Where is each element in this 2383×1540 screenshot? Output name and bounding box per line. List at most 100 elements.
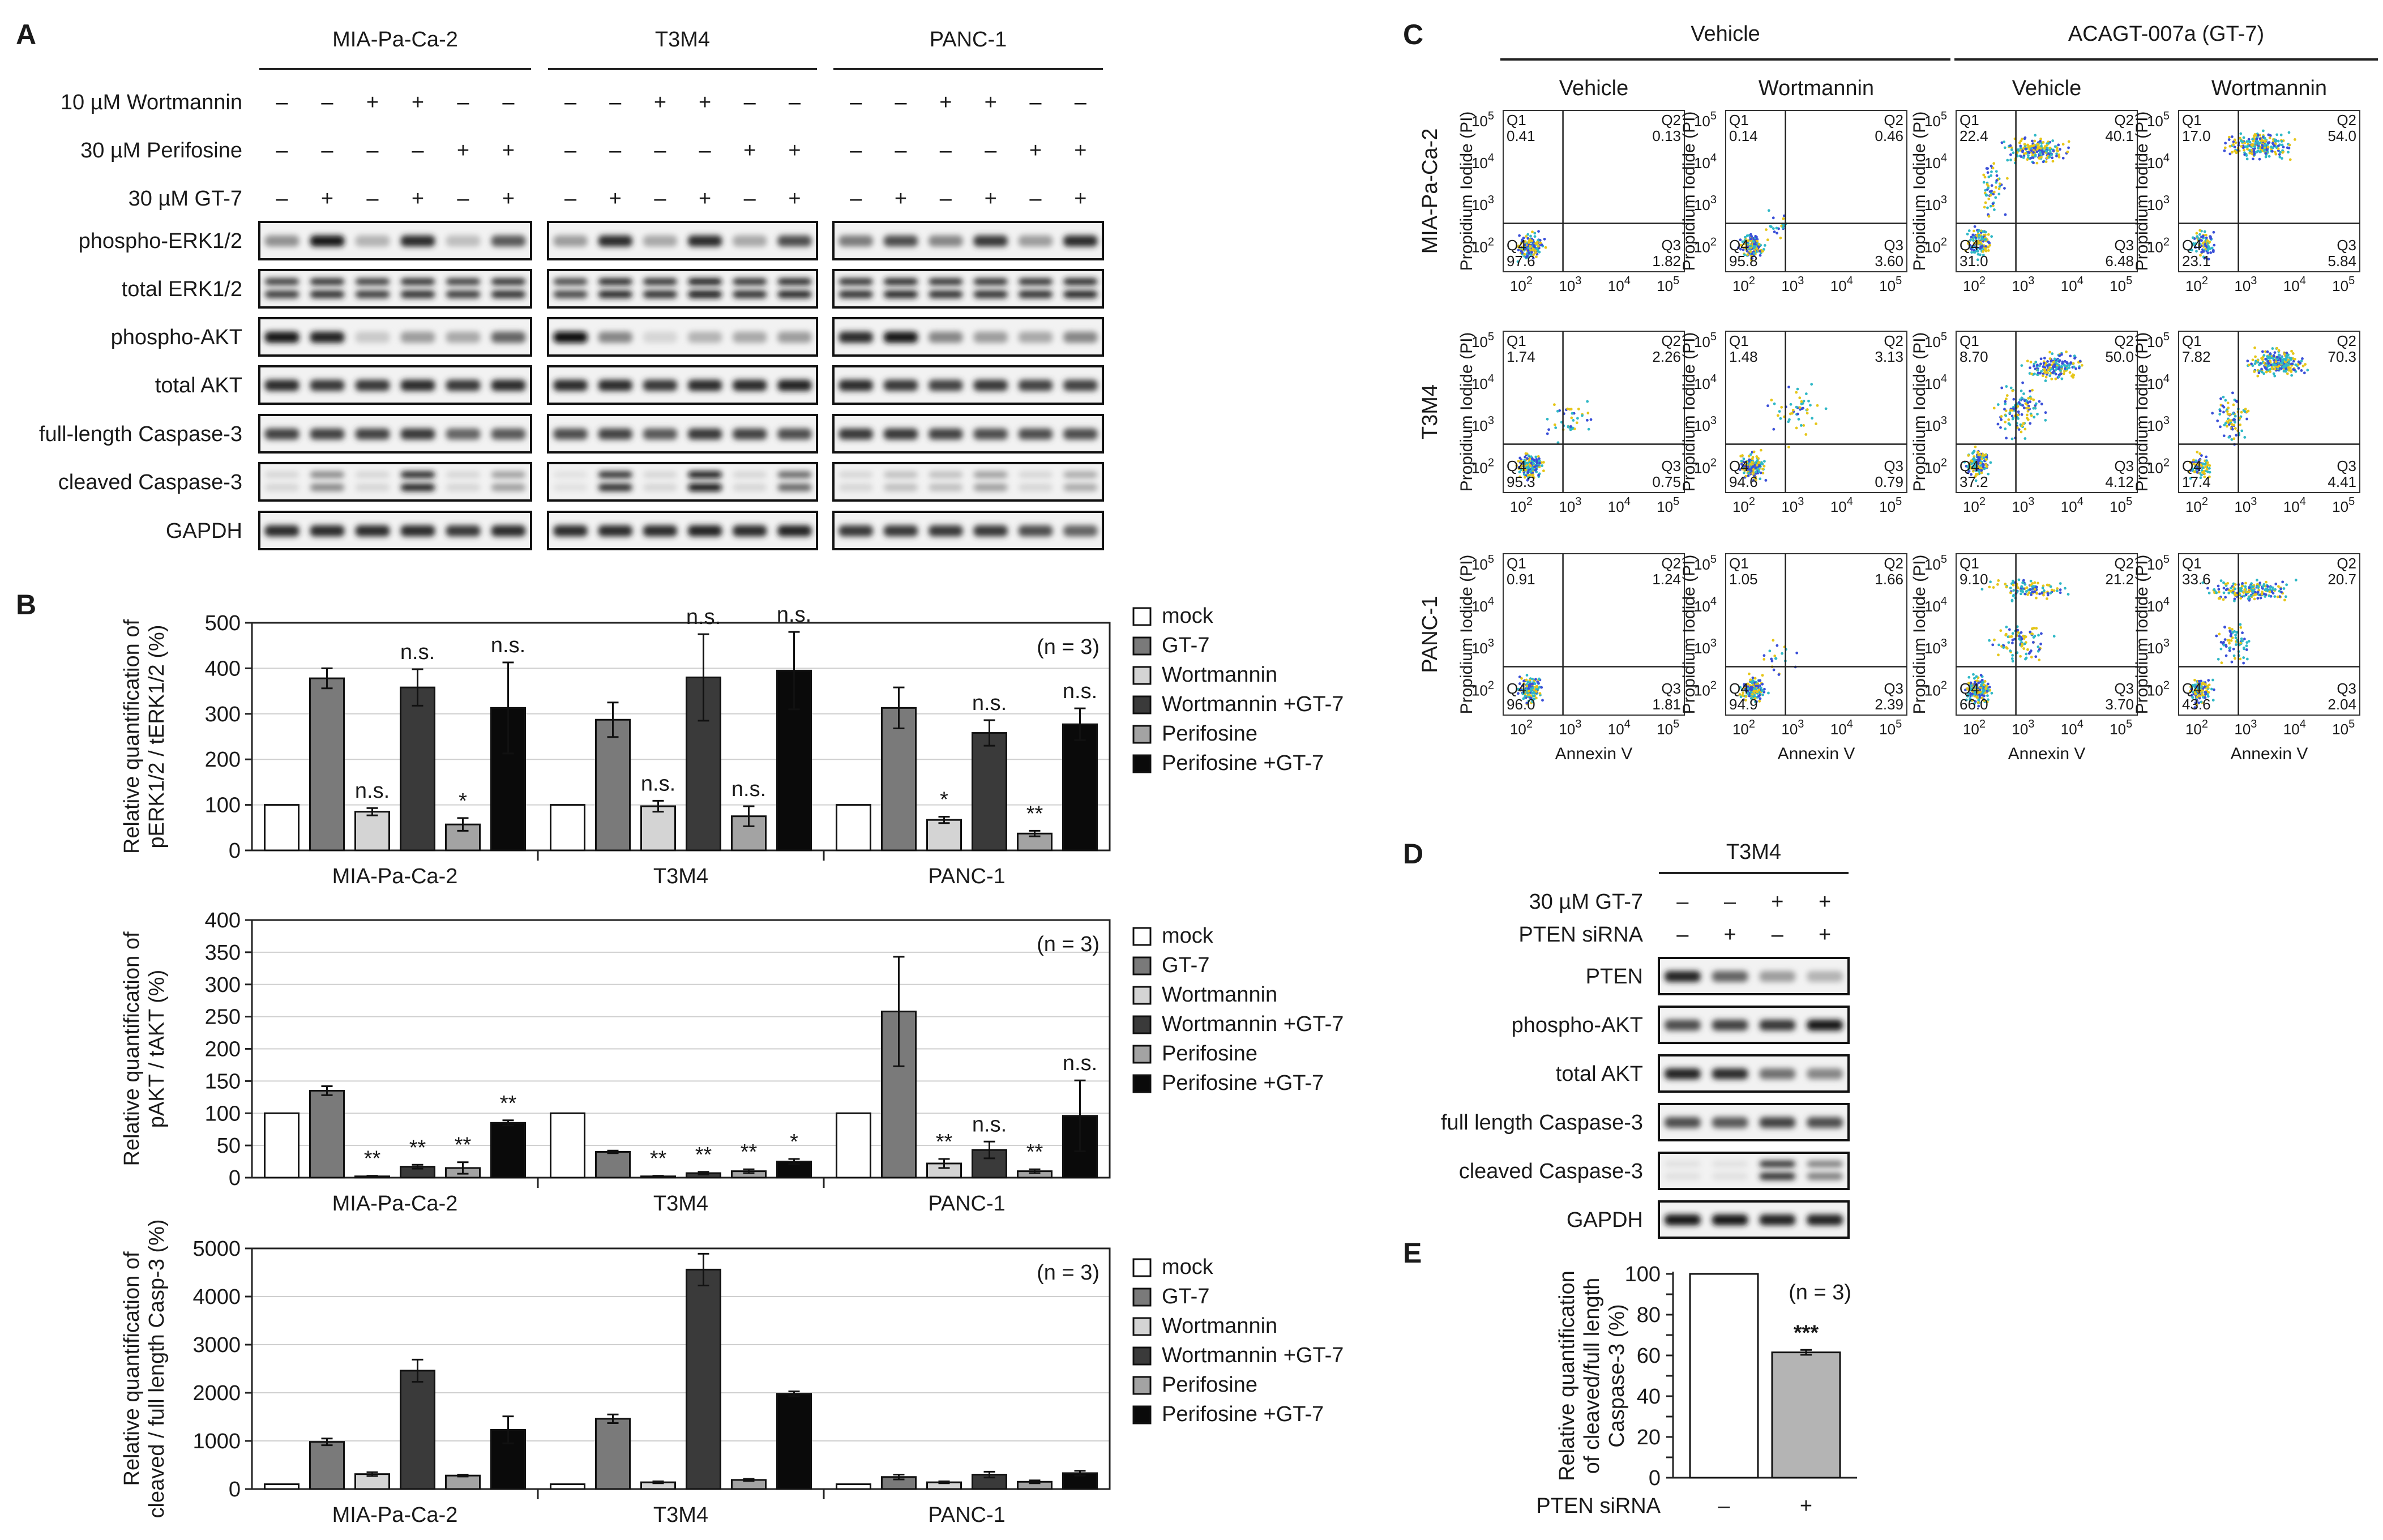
flow-event-dot — [2019, 148, 2022, 152]
blot-band — [929, 379, 963, 391]
flow-event-dot — [1800, 400, 1803, 403]
flow-event-dot — [1990, 189, 1993, 192]
flow-event-dot — [1742, 248, 1745, 251]
flow-event-dot — [2019, 144, 2022, 148]
flow-event-dot — [2266, 350, 2269, 353]
flow-event-dot — [2039, 362, 2042, 366]
flow-event-dot — [2256, 591, 2260, 594]
flow-event-dot — [2009, 587, 2012, 589]
flow-event-dot — [2271, 367, 2274, 370]
y-tick-label: 103 — [1694, 414, 1717, 434]
flow-event-dot — [1791, 409, 1795, 412]
blot-band — [1063, 331, 1098, 343]
blot-band — [883, 290, 918, 298]
legend-swatch — [1132, 986, 1152, 1005]
flow-event-dot — [1766, 238, 1769, 242]
flow-event-dot — [2207, 592, 2211, 594]
treatment-mark: – — [1075, 91, 1087, 114]
blot-band — [973, 428, 1008, 440]
x-tick-exponent: 4 — [2300, 495, 2306, 508]
flow-event-dot — [2228, 626, 2231, 630]
flow-event-dot — [2234, 427, 2237, 430]
flow-event-dot — [2022, 634, 2025, 638]
flow-event-dot — [2207, 683, 2211, 687]
blot-band — [1665, 1117, 1701, 1128]
blot-band — [838, 471, 873, 478]
quadrant-value: 3.13 — [1875, 348, 1903, 365]
blot-band — [688, 471, 722, 478]
blot-band — [553, 290, 588, 298]
flow-event-dot — [2269, 360, 2272, 363]
flow-event-dot — [2234, 583, 2237, 586]
flow-event-dot — [1766, 404, 1769, 408]
x-tick-label: 103 — [1781, 495, 1804, 515]
flow-event-dot — [1531, 473, 1535, 477]
flow-event-dot — [2034, 407, 2037, 410]
y-tick-label: 105 — [1924, 553, 1947, 573]
flow-column-header: Vehicle — [1559, 76, 1629, 100]
x-tick-label: 104 — [2061, 718, 2083, 738]
x-tick-label: 104 — [2061, 495, 2083, 515]
blot-frame — [258, 414, 532, 454]
flow-event-dot — [1997, 643, 2000, 647]
blot-band — [1759, 1214, 1796, 1226]
blot-band — [883, 379, 918, 391]
cell-line-header: MIA-Pa-Ca-2 — [332, 28, 458, 52]
flow-event-dot — [2212, 230, 2215, 234]
x-tick-label: 103 — [2012, 275, 2034, 294]
flow-event-dot — [2232, 143, 2235, 146]
flow-event-dot — [2040, 403, 2043, 406]
blot-band — [838, 278, 873, 285]
flow-event-dot — [2219, 579, 2223, 583]
blot-band — [929, 290, 963, 298]
flow-event-dot — [2235, 593, 2238, 597]
flow-event-dot — [2254, 151, 2258, 154]
flow-event-dot — [1571, 412, 1574, 415]
y-tick-label: 103 — [1471, 194, 1494, 213]
flow-event-dot — [1538, 239, 1542, 242]
bar — [309, 1441, 345, 1490]
flow-event-dot — [2228, 629, 2232, 632]
y-tick-exponent: 4 — [1941, 595, 1947, 608]
treatment-mark: – — [850, 139, 862, 162]
flow-event-dot — [1999, 629, 2003, 632]
y-tick-exponent: 5 — [1710, 553, 1717, 566]
flow-event-dot — [1759, 254, 1762, 257]
flow-event-dot — [2073, 354, 2076, 358]
flow-event-dot — [2021, 381, 2024, 384]
flow-event-dot — [1775, 226, 1778, 230]
flow-event-dot — [2247, 590, 2251, 593]
flow-event-dot — [2206, 249, 2210, 252]
flow-event-dot — [2195, 232, 2198, 235]
plot-frame — [251, 919, 1111, 1179]
blot-band — [264, 290, 300, 298]
flow-event-dot — [2287, 147, 2291, 149]
x-tick-exponent: 3 — [2028, 275, 2034, 287]
flow-event-dot — [2198, 233, 2201, 236]
flow-event-dot — [1758, 700, 1761, 703]
flow-event-dot — [2040, 592, 2044, 595]
blot-frame — [832, 221, 1104, 260]
treatment-mark: – — [940, 187, 952, 211]
quadrant-name: Q2 — [2114, 112, 2134, 129]
flow-event-dot — [1983, 206, 1986, 209]
flow-event-dot — [1743, 246, 1747, 250]
flow-event-dot — [2263, 136, 2266, 140]
flow-event-dot — [2027, 397, 2030, 400]
flow-event-dot — [1752, 240, 1755, 243]
quadrant-value: 50.0 — [2105, 348, 2134, 365]
flow-event-dot — [2033, 147, 2036, 150]
flow-event-dot — [1756, 239, 1759, 243]
flow-event-dot — [2223, 626, 2227, 629]
bar — [264, 1112, 300, 1179]
flow-event-dot — [2042, 589, 2046, 592]
flow-event-dot — [2026, 360, 2029, 362]
bar — [595, 1151, 631, 1179]
flow-event-dot — [2273, 595, 2277, 598]
flow-event-dot — [2253, 346, 2256, 349]
flow-event-dot — [2251, 585, 2254, 589]
flow-event-dot — [1526, 461, 1529, 465]
flow-event-dot — [1816, 404, 1819, 407]
blot-band — [973, 525, 1008, 537]
blot-band — [643, 331, 677, 343]
